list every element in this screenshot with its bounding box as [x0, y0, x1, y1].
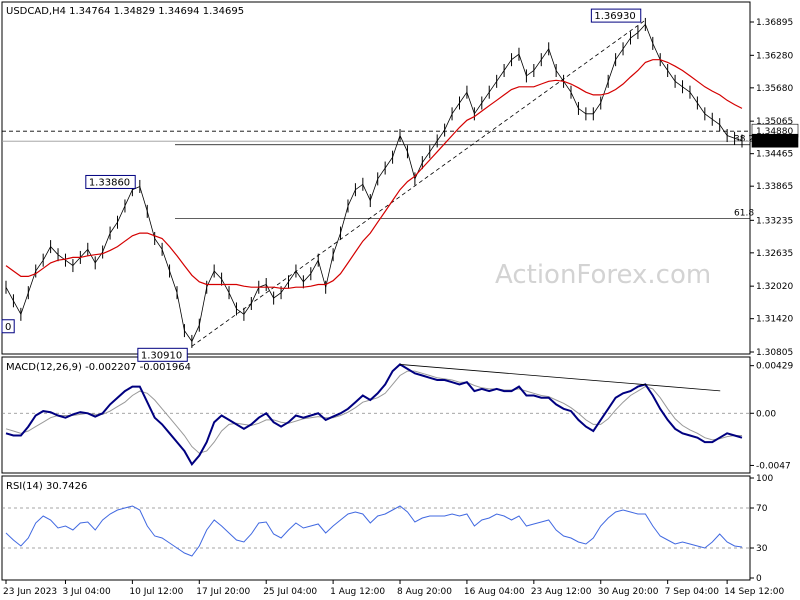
rsi-header: RSI(14) 30.7426	[6, 481, 87, 492]
watermark: ActionForex.com	[495, 260, 711, 290]
swing-label-box	[85, 174, 136, 189]
rsi-line	[5, 505, 743, 557]
axis-layer: 1.36895 1.36280 1.35680 1.35065 1.34465 1.338…	[3, 18, 799, 597]
rsi-panel-frame	[1, 475, 751, 581]
trendline	[191, 19, 646, 347]
price-y-tick-label: 1.35065	[756, 117, 793, 127]
macd-line	[5, 363, 743, 467]
price-panel-frame	[1, 1, 751, 355]
x-tick-label: 23 Aug 12:00	[531, 587, 592, 597]
price-y-tick-label: 1.32020	[756, 282, 793, 292]
rsi-y-tick-label: 0	[756, 574, 762, 584]
macd-trendline	[399, 364, 721, 392]
x-tick-label: 10 Jul 12:00	[129, 587, 183, 597]
x-tick-label: 1 Aug 12:00	[330, 587, 385, 597]
price-y-tick-label: 1.31420	[756, 315, 793, 325]
price-y-tick-label: 1.30805	[756, 348, 793, 358]
price-y-tick-label: 1.36895	[756, 18, 793, 28]
macd-layer	[2, 363, 750, 467]
rsi-y-tick-label: 70	[756, 504, 768, 514]
left-cut-label: 0	[5, 322, 11, 333]
swing-label: 1.36930	[594, 11, 635, 22]
price-header: USDCAD,H4 1.34764 1.34829 1.34694 1.3469…	[6, 6, 244, 17]
price-y-tick-label: 1.32635	[756, 249, 793, 259]
dashed-level-tag-label: 1.34880	[756, 127, 793, 137]
swing-label: 1.30910	[141, 350, 182, 361]
rsi-layer	[2, 505, 750, 557]
price-layer: 38.2 61.8 1.33860 1.30910 1.36930 0	[1, 8, 754, 362]
macd-y-tick-label: -0.0047	[756, 461, 791, 471]
price-y-tick-label: 1.33235	[756, 216, 793, 226]
macd-y-tick-label: 0.00429	[756, 362, 793, 372]
x-tick-label: 30 Aug 20:00	[598, 587, 659, 597]
price-y-tick-label: 1.36280	[756, 51, 793, 61]
moving-average-line	[5, 59, 743, 289]
x-tick-label: 16 Aug 04:00	[464, 587, 525, 597]
price-y-tick-label: 1.35680	[756, 84, 793, 94]
x-tick-label: 23 Jun 2023	[3, 587, 57, 597]
x-tick-label: 14 Sep 12:00	[724, 587, 784, 597]
current-price-tag	[751, 133, 799, 148]
left-cut-label-box	[1, 319, 15, 334]
x-tick-label: 25 Jul 04:00	[263, 587, 317, 597]
macd-y-tick-label: 0.00	[756, 409, 776, 419]
macd-panel-frame	[1, 356, 751, 474]
x-tick-label: 17 Jul 20:00	[196, 587, 250, 597]
swing-label-box	[137, 347, 188, 362]
swing-label-box	[590, 8, 642, 23]
price-y-tick-label: 1.33865	[756, 182, 793, 192]
macd-header: MACD(12,26,9) -0.002207 -0.001964	[6, 362, 191, 373]
swing-label: 1.33860	[89, 177, 130, 188]
macd-signal-line	[5, 370, 742, 454]
price-close-line	[5, 23, 743, 343]
x-tick-label: 7 Sep 04:00	[665, 587, 720, 597]
current-price-tag-label: 1.34695	[756, 137, 793, 147]
fib-level-label: 38.2	[734, 135, 754, 145]
price-y-tick-label: 1.34465	[756, 150, 793, 160]
rsi-y-tick-label: 30	[756, 544, 768, 554]
fib-level-label: 61.8	[734, 208, 754, 218]
x-tick-label: 3 Jul 04:00	[62, 587, 111, 597]
x-tick-label: 8 Aug 20:00	[397, 587, 452, 597]
rsi-y-tick-label: 100	[756, 474, 773, 484]
